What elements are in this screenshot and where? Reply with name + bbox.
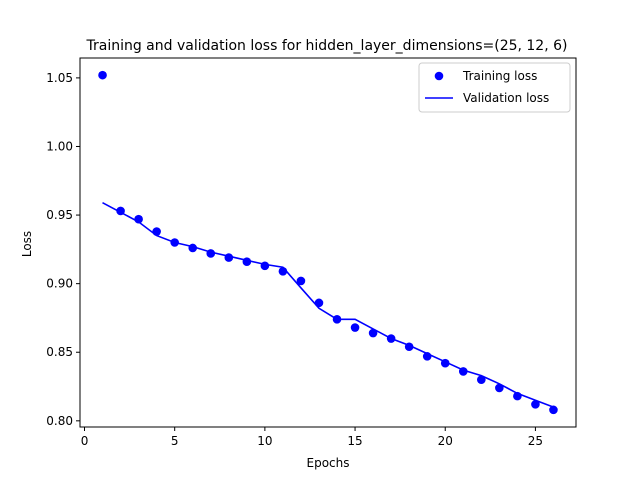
training-loss-point [116,206,125,216]
y-tick-label: 1.00 [46,139,73,153]
training-loss-point [404,342,414,352]
training-loss-point [513,391,522,401]
legend: Training loss Validation loss [418,62,571,113]
training-loss-point [477,375,486,384]
plot-area [79,57,577,428]
training-loss-point [152,227,161,236]
x-tick-label: 10 [257,434,272,448]
y-tick-label: 1.05 [46,71,73,85]
x-axis-label: Epochs [307,456,350,470]
y-axis: 0.80 0.85 0.90 0.95 1.00 1.05 [46,71,80,428]
y-tick-label: 0.90 [46,277,73,291]
series-layer [98,70,558,415]
y-axis-label: Loss [20,231,34,257]
x-axis: 0 5 10 15 20 25 [81,427,543,448]
x-tick-label: 25 [528,434,543,448]
training-loss-point [332,315,342,324]
training-loss-point [368,328,378,338]
legend-box [418,62,571,113]
training-loss-point [440,358,450,368]
training-loss-point [350,323,360,332]
y-tick-label: 0.85 [46,345,73,359]
training-loss-point [422,352,432,361]
legend-entry-label: Validation loss [463,91,549,105]
legend-entry-label: Training loss [462,69,537,83]
training-loss-point [458,367,468,376]
training-loss-point [170,238,179,247]
training-loss-point [549,405,558,415]
legend-marker-training [434,71,444,81]
axes-frame [79,57,577,428]
x-tick-label: 5 [171,434,179,448]
training-loss-point [314,298,324,308]
training-loss-point [206,249,216,258]
training-loss-point [98,70,107,80]
training-loss-point [531,400,540,409]
training-loss-point [495,383,504,393]
x-tick-label: 15 [347,434,362,448]
training-loss-point [188,243,198,253]
x-tick-label: 20 [438,434,453,448]
training-loss-point [134,214,143,224]
training-loss-point [386,334,396,343]
training-loss-point [260,261,270,271]
training-loss-point [242,257,252,267]
x-tick-label: 0 [81,434,89,448]
y-tick-label: 0.80 [46,414,73,428]
training-loss-point [296,276,306,286]
training-loss-point [278,267,288,276]
chart-title: Training and validation loss for hidden_… [85,38,567,54]
training-loss-point [224,253,234,262]
y-tick-label: 0.95 [46,208,73,222]
